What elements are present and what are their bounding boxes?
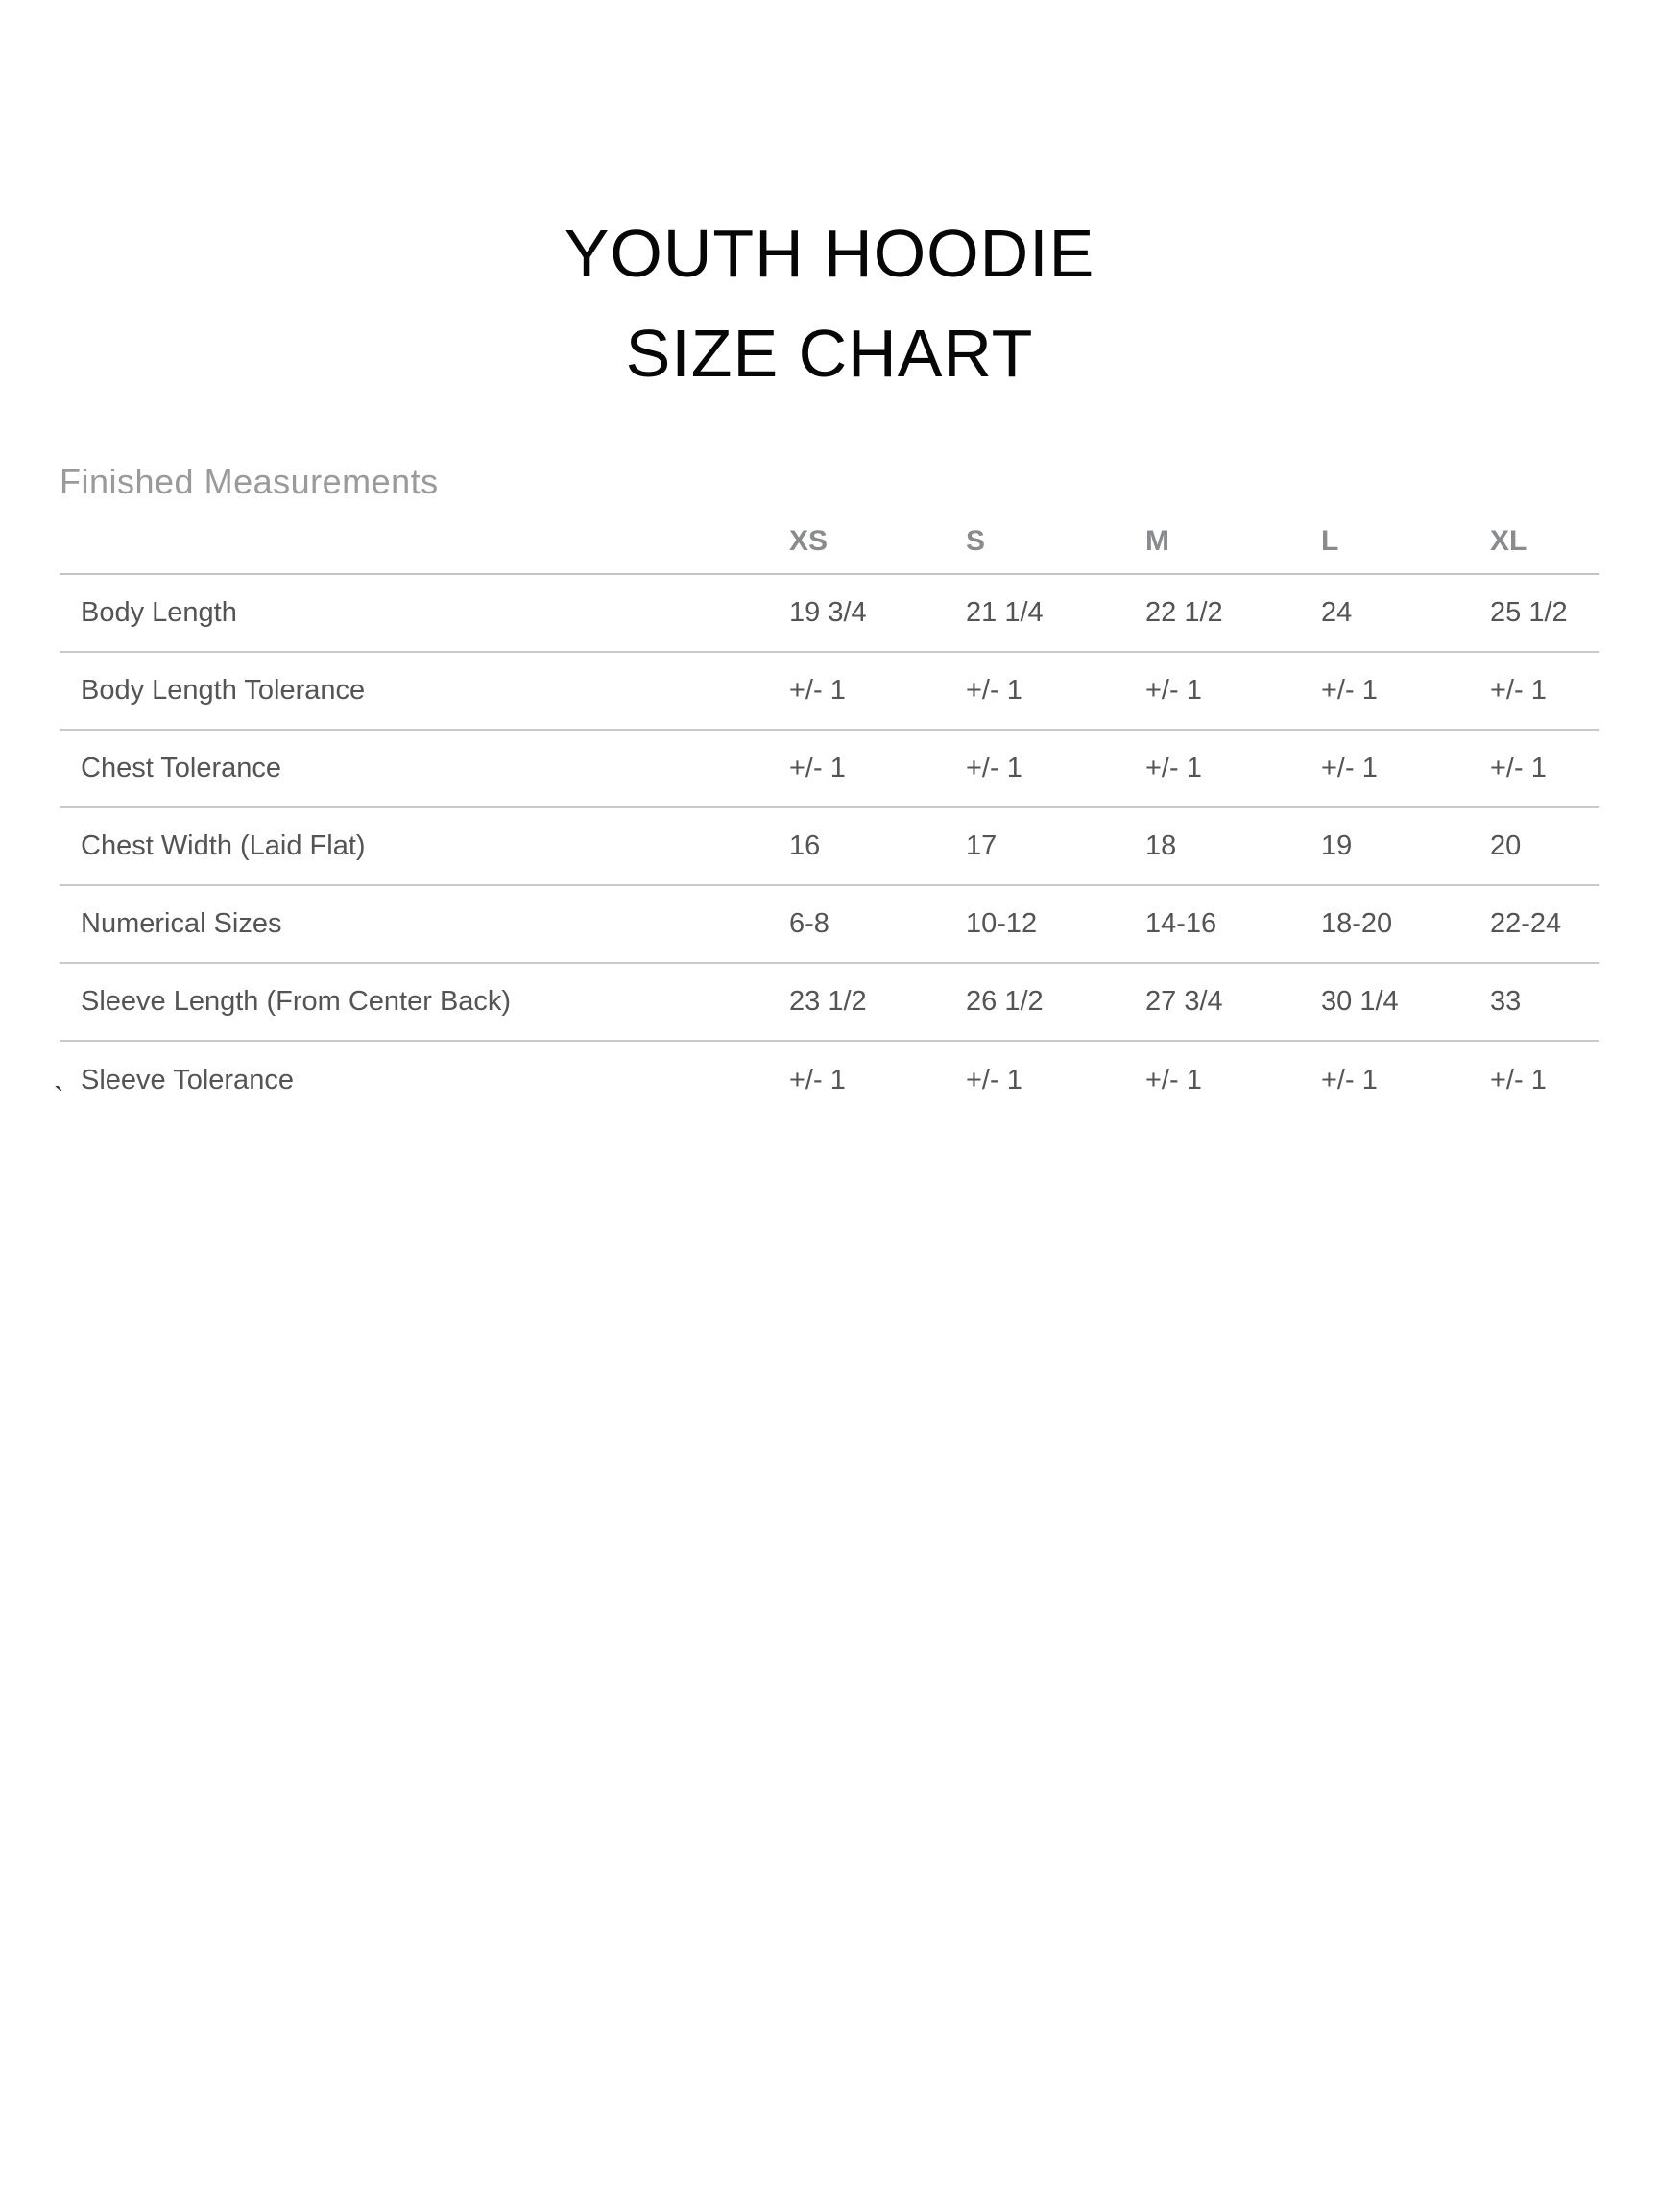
cell-value: +/- 1 — [789, 652, 966, 731]
cell-value: 23 1/2 — [789, 963, 966, 1042]
cell-value: +/- 1 — [966, 730, 1145, 808]
row-label: Chest Width (Laid Flat) — [60, 807, 789, 886]
cell-value: 21 1/4 — [966, 574, 1145, 653]
header-cell-xl: XL — [1490, 499, 1599, 575]
table-row-sleeve-length: Sleeve Length (From Center Back) 23 1/2 … — [60, 963, 1599, 1042]
row-label: Body Length Tolerance — [60, 652, 789, 731]
cell-value: +/- 1 — [1490, 730, 1599, 808]
cell-value: 18-20 — [1321, 885, 1490, 964]
cell-value: 30 1/4 — [1321, 963, 1490, 1042]
table-header-row: XS S M L XL — [60, 499, 1599, 575]
cell-value: 33 — [1490, 963, 1599, 1042]
cell-value: 16 — [789, 807, 966, 886]
page-title: YOUTH HOODIE SIZE CHART — [0, 204, 1659, 403]
cell-value: +/- 1 — [1321, 652, 1490, 731]
row-label: Chest Tolerance — [60, 730, 789, 808]
table-row-sleeve-tolerance: Sleeve Tolerance +/- 1 +/- 1 +/- 1 +/- 1… — [60, 1041, 1599, 1118]
cell-value: 27 3/4 — [1145, 963, 1321, 1042]
row-label: Sleeve Tolerance — [81, 1064, 294, 1095]
table-row-body-length: Body Length 19 3/4 21 1/4 22 1/2 24 25 1… — [60, 574, 1599, 653]
cell-value: 19 3/4 — [789, 574, 966, 653]
cell-value: 19 — [1321, 807, 1490, 886]
cell-value: +/- 1 — [1145, 652, 1321, 731]
cell-value: 18 — [1145, 807, 1321, 886]
cell-value: +/- 1 — [966, 1064, 1022, 1095]
cell-value: 17 — [966, 807, 1145, 886]
cell-value: 6-8 — [789, 885, 966, 964]
cell-value: 14-16 — [1145, 885, 1321, 964]
cell-value: +/- 1 — [1145, 1064, 1202, 1095]
cell-value: +/- 1 — [789, 1064, 846, 1095]
cell-value: 22-24 — [1490, 885, 1599, 964]
size-chart-table: XS S M L XL Body Length 19 3/4 21 1/4 22… — [60, 499, 1599, 1118]
table-row-numerical-sizes: Numerical Sizes 6-8 10-12 14-16 18-20 22… — [60, 885, 1599, 964]
cell-value: +/- 1 — [966, 652, 1145, 731]
cell-value: +/- 1 — [1490, 1064, 1547, 1095]
table-row-chest-width: Chest Width (Laid Flat) 16 17 18 19 20 — [60, 807, 1599, 886]
header-cell-empty — [60, 499, 789, 575]
cell-value: +/- 1 — [1321, 730, 1490, 808]
cell-value: +/- 1 — [1321, 1064, 1378, 1095]
cell-value: 10-12 — [966, 885, 1145, 964]
cell-value: 25 1/2 — [1490, 574, 1599, 653]
stray-tick-mark: ` — [54, 1081, 64, 1116]
section-label-finished-measurements: Finished Measurements — [60, 462, 439, 501]
cell-value: 20 — [1490, 807, 1599, 886]
row-label: Body Length — [60, 574, 789, 653]
cell-value: 24 — [1321, 574, 1490, 653]
header-cell-xs: XS — [789, 499, 966, 575]
cell-value: +/- 1 — [789, 730, 966, 808]
cell-value: 22 1/2 — [1145, 574, 1321, 653]
page-title-line-1: YOUTH HOODIE — [564, 216, 1095, 291]
header-cell-l: L — [1321, 499, 1490, 575]
header-cell-m: M — [1145, 499, 1321, 575]
header-cell-s: S — [966, 499, 1145, 575]
page-title-line-2: SIZE CHART — [625, 316, 1034, 391]
table-row-body-length-tolerance: Body Length Tolerance +/- 1 +/- 1 +/- 1 … — [60, 652, 1599, 731]
cell-value: 26 1/2 — [966, 963, 1145, 1042]
cell-value: +/- 1 — [1145, 730, 1321, 808]
row-label: Numerical Sizes — [60, 885, 789, 964]
row-label: Sleeve Length (From Center Back) — [60, 963, 789, 1042]
cell-value: +/- 1 — [1490, 652, 1599, 731]
table-row-chest-tolerance: Chest Tolerance +/- 1 +/- 1 +/- 1 +/- 1 … — [60, 730, 1599, 808]
